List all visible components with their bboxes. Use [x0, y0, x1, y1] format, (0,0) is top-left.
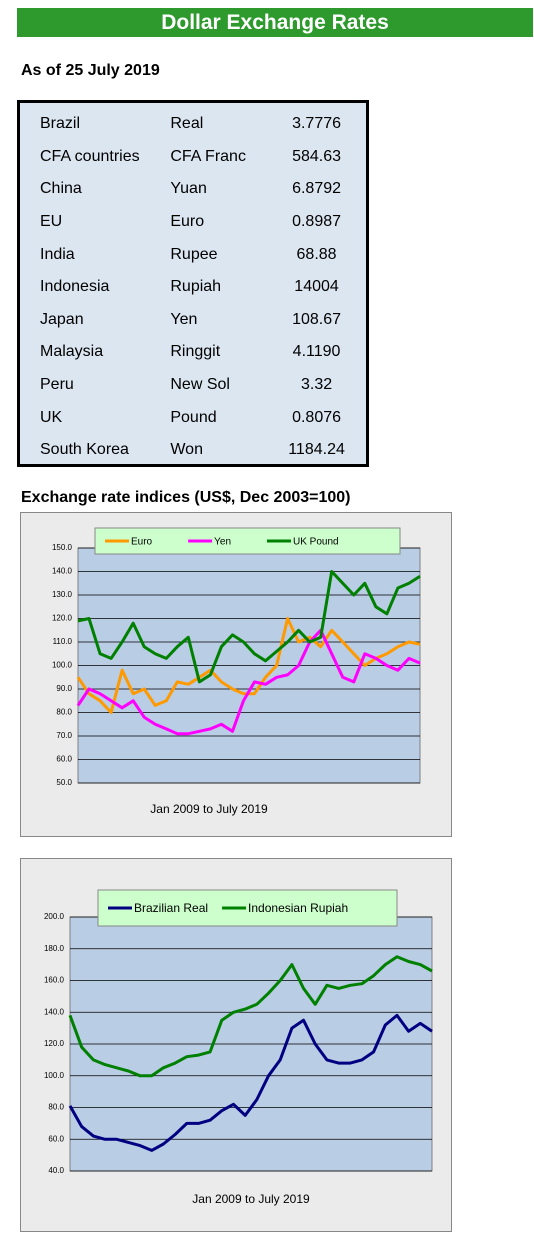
table-cell: Malaysia	[40, 343, 104, 361]
y-tick-label: 80.0	[48, 1103, 64, 1112]
table-cell: Indonesia	[40, 278, 110, 296]
x-axis-label: Jan 2009 to July 2019	[150, 802, 268, 816]
table-cell: 584.63	[292, 147, 342, 165]
table-cell: 1184.24	[288, 441, 345, 459]
y-tick-label: 100.0	[52, 661, 73, 670]
table-cell: 0.8076	[292, 408, 342, 426]
table-cell: New Sol	[170, 376, 230, 394]
y-tick-label: 40.0	[48, 1166, 64, 1175]
series-line	[68, 955, 433, 1078]
table-cell: Rupee	[170, 245, 218, 263]
legend-label: Indonesian Rupiah	[248, 901, 348, 915]
table-cell: Japan	[40, 310, 84, 328]
table-cell: Yen	[170, 310, 198, 328]
table-row: Indonesia Rupiah 14004	[40, 271, 366, 304]
subtitle: As of 25 July 2019	[21, 62, 160, 79]
table-row: South Korea Won 1184.24	[40, 434, 366, 467]
legend-label: UK Pound	[293, 537, 339, 548]
table-row: UK Pound 0.8076	[40, 401, 366, 434]
table-cell: Pound	[170, 408, 217, 426]
y-tick-label: 180.0	[44, 944, 65, 953]
table-cell: Won	[170, 441, 203, 459]
legend-label: Euro	[131, 537, 153, 548]
y-tick-label: 140.0	[44, 1007, 65, 1016]
table-row: Japan Yen 108.67	[40, 304, 366, 337]
table-row: EU Euro 0.8987	[40, 206, 366, 239]
table: Brazil Real 3.7776 CFA countries CFA Franc 58…	[40, 108, 366, 467]
rates-table: Brazil Real 3.7776 CFA countries CFA Franc 58…	[17, 100, 369, 467]
table-cell: 0.8987	[292, 213, 342, 231]
table-cell: CFA countries	[40, 147, 140, 165]
legend-box	[97, 889, 398, 927]
y-tick-label: 60.0	[56, 755, 72, 764]
charts-heading: Exchange rate indices (US$, Dec 2003=100…	[21, 489, 351, 506]
legend-box	[94, 527, 401, 555]
table-cell: 14004	[294, 278, 339, 296]
table-cell: South Korea	[40, 441, 129, 459]
y-tick-label: 130.0	[52, 590, 73, 599]
series-line	[77, 570, 421, 684]
y-tick-label: 120.0	[44, 1039, 65, 1048]
y-tick-label: 160.0	[44, 976, 65, 985]
chart: 40.0 60.0 80.0 100.0 120.0 140.0 160.0 180.0 200…	[20, 858, 452, 1232]
table-row: India Rupee 68.88	[40, 238, 366, 271]
table-cell: India	[40, 245, 75, 263]
table-cell: Real	[170, 115, 204, 133]
y-tick-label: 70.0	[56, 731, 72, 740]
series-line	[68, 1013, 433, 1152]
table-row: China Yuan 6.8792	[40, 173, 366, 206]
table-cell: 6.8792	[292, 180, 342, 198]
table-cell: Brazil	[40, 115, 81, 133]
legend-label: Brazilian Real	[134, 901, 208, 915]
y-tick-label: 110.0	[53, 637, 73, 646]
table-cell: UK	[40, 408, 63, 426]
page-title: Dollar Exchange Rates	[17, 8, 533, 37]
y-tick-label: 140.0	[52, 567, 73, 576]
table-cell: Rupiah	[170, 278, 222, 296]
table-cell: 3.7776	[292, 115, 342, 133]
table-cell: Yuan	[170, 180, 207, 198]
y-tick-label: 120.0	[52, 614, 73, 623]
table-cell: 3.32	[300, 376, 333, 394]
y-tick-label: 200.0	[44, 912, 65, 921]
x-axis-label: Jan 2009 to July 2019	[192, 1192, 310, 1206]
table-cell: Peru	[40, 376, 74, 394]
series-line	[76, 628, 421, 736]
table-cell: 68.88	[296, 245, 337, 263]
table-cell: 4.1190	[292, 343, 341, 361]
y-tick-label: 80.0	[56, 708, 72, 717]
y-tick-label: 60.0	[48, 1134, 64, 1143]
table-cell: Ringgit	[170, 343, 221, 361]
table-cell: CFA Franc	[170, 147, 246, 165]
y-tick-label: 150.0	[52, 543, 73, 552]
legend-label: Yen	[214, 537, 231, 548]
table-cell: EU	[40, 213, 63, 231]
table-row: Brazil Real 3.7776	[40, 108, 366, 141]
y-tick-label: 90.0	[56, 684, 72, 693]
table-cell: China	[40, 180, 82, 198]
table-row: Peru New Sol 3.32	[40, 369, 366, 402]
table-cell: 108.67	[292, 310, 342, 328]
y-tick-label: 100.0	[44, 1071, 65, 1080]
y-tick-label: 50.0	[56, 778, 72, 787]
table-row: CFA countries CFA Franc 584.63	[40, 141, 366, 174]
chart: 50.0 60.0 70.0 80.0 90.0 100.0 110.0 120.0 130.0…	[20, 512, 452, 837]
table-cell: Euro	[170, 213, 205, 231]
table-row: Malaysia Ringgit 4.1190	[40, 336, 366, 369]
